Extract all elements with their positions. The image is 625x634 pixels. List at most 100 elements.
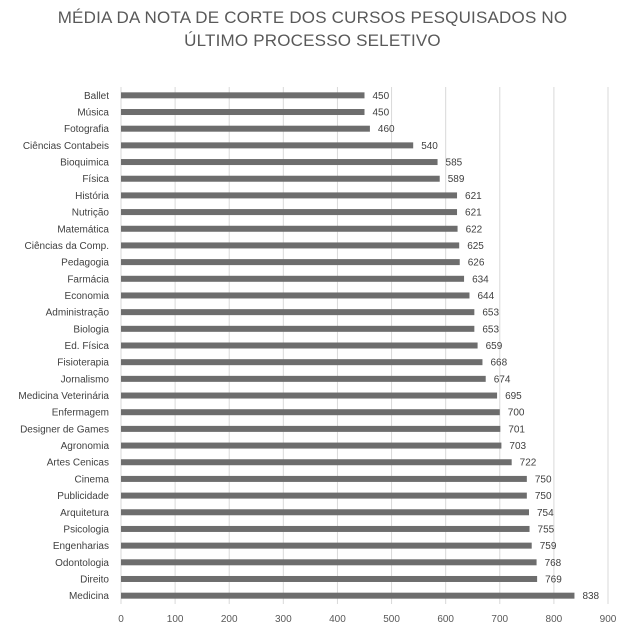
bar [121,175,440,182]
value-label: 768 [545,558,562,569]
bar [121,542,532,549]
category-label: Ed. Física [65,341,110,352]
value-label: 626 [468,258,485,269]
bar [121,192,458,199]
category-label: Medicina Veterinária [18,391,109,402]
value-label: 759 [540,541,557,552]
value-label: 769 [545,574,562,585]
category-label: Administração [46,308,110,319]
bars [121,92,575,599]
bar [121,225,458,232]
category-label: Enfermagem [52,408,109,419]
x-tick-label: 200 [221,614,238,625]
bar [121,259,460,266]
value-label: 540 [421,141,438,152]
bar [121,92,365,99]
value-label: 674 [494,374,511,385]
category-label: Artes Cenicas [47,458,109,469]
value-label: 585 [446,158,463,169]
value-label: 703 [509,441,526,452]
category-label: Publicidade [57,491,109,502]
bar [121,159,438,166]
category-label: Direito [80,574,109,585]
value-label: 450 [373,91,390,102]
x-tick-label: 400 [329,614,346,625]
value-label: 460 [378,124,395,135]
bar [121,142,414,149]
value-labels: 4504504605405855896216216226256266346446… [373,91,600,602]
value-label: 695 [505,391,522,402]
value-label: 653 [482,308,499,319]
chart-title-line-2: ÚLTIMO PROCESSO SELETIVO [184,31,441,50]
bar [121,309,475,316]
category-label: Fotografia [64,124,109,135]
value-label: 755 [538,524,555,535]
x-tick-label: 0 [118,614,124,625]
bar [121,475,527,482]
bar [121,125,370,132]
category-label: Arquitetura [60,508,109,519]
bar [121,409,500,416]
category-label: Jornalismo [61,374,110,385]
x-tick-label: 300 [275,614,292,625]
bar [121,342,478,349]
category-label: Física [82,174,109,185]
value-label: 659 [486,341,503,352]
value-label: 668 [490,358,507,369]
value-label: 701 [508,424,525,435]
category-label: Engenharias [53,541,109,552]
bar [121,359,483,366]
category-label: Bioquimica [60,158,109,169]
value-label: 700 [508,408,525,419]
bar [121,375,486,382]
bar [121,109,365,116]
bar [121,509,529,516]
category-label: Ciências da Comp. [25,241,109,252]
bar [121,209,458,216]
value-label: 621 [465,191,482,202]
value-label: 722 [520,458,537,469]
value-label: 621 [465,208,482,219]
category-label: Nutrição [72,208,110,219]
category-label: Medicina [69,591,109,602]
bar [121,325,475,332]
value-label: 653 [482,324,499,335]
category-label: Agronomia [61,441,110,452]
bar [121,442,502,449]
category-label: Ballet [84,91,109,102]
x-tick-label: 500 [383,614,400,625]
category-label: Música [77,108,109,119]
bar [121,525,530,532]
category-label: Matemática [57,224,109,235]
category-label: Biologia [73,324,109,335]
bar [121,459,512,466]
category-label: Farmácia [67,274,109,285]
bar [121,492,527,499]
value-label: 754 [537,508,554,519]
category-label: Odontologia [55,558,109,569]
x-tick-label: 800 [546,614,563,625]
bar [121,592,575,599]
category-label: Economia [65,291,110,302]
bar [121,575,538,582]
x-tick-label: 700 [491,614,508,625]
category-labels: Ballet Música Fotografia Ciências Contabeis… [18,91,109,602]
chart-title: MÉDIA DA NOTA DE CORTE DOS CURSOS PESQUI… [0,6,625,52]
value-label: 450 [373,108,390,119]
category-label: Designer de Games [20,424,109,435]
x-axis-ticks: 0 100 200 300 400 500 600 700 800 900 [118,614,617,625]
category-label: Ciências Contabeis [23,141,109,152]
category-label: Psicologia [63,524,109,535]
bar [121,425,501,432]
x-tick-label: 600 [437,614,454,625]
bar [121,559,537,566]
value-label: 750 [535,474,552,485]
bar [121,275,465,282]
value-label: 634 [472,274,489,285]
value-label: 589 [448,174,465,185]
category-label: Cinema [75,474,110,485]
value-label: 838 [582,591,599,602]
bar [121,242,460,249]
chart-title-line-1: MÉDIA DA NOTA DE CORTE DOS CURSOS PESQUI… [57,8,568,27]
